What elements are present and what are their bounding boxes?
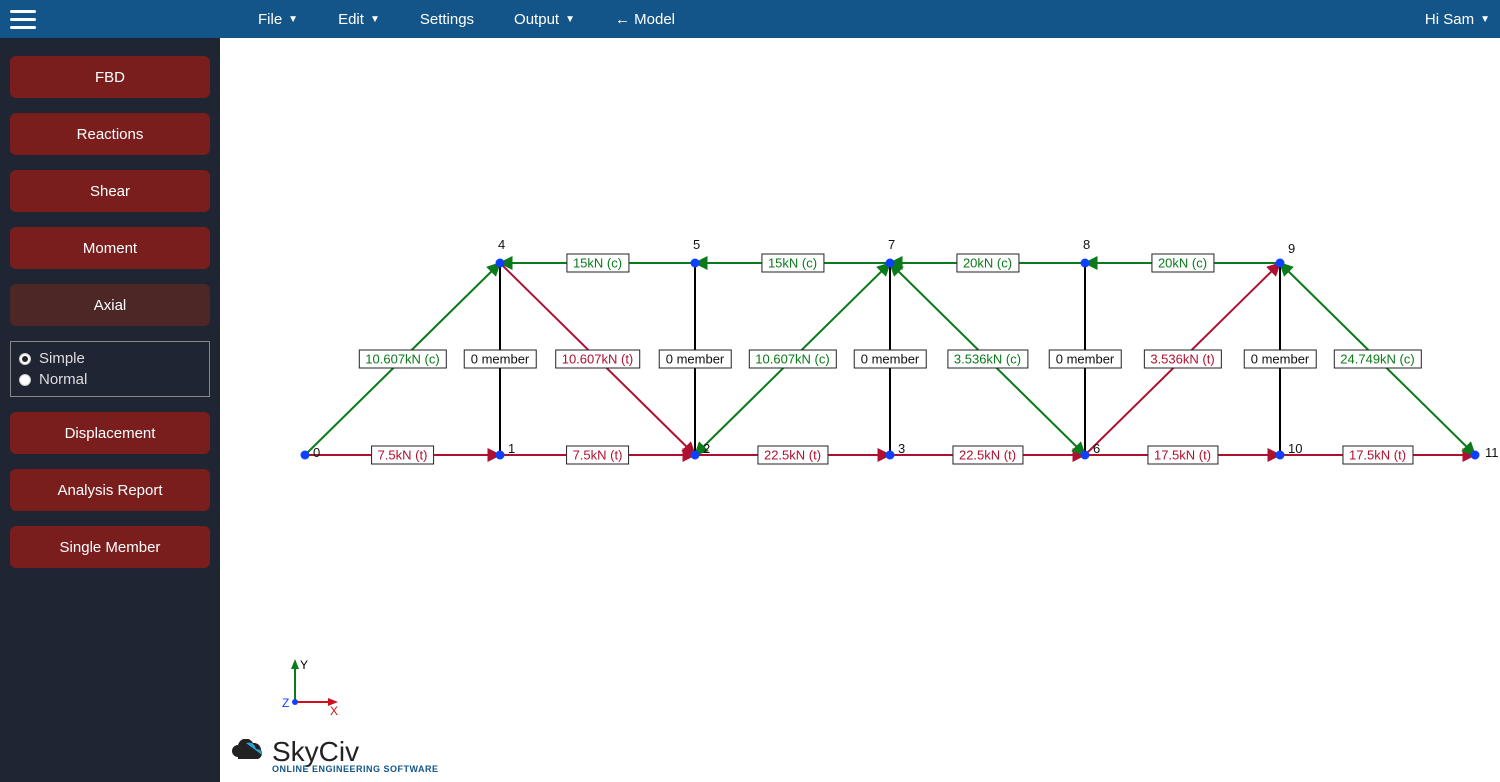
- member-force-label: 10.607kN (c): [358, 350, 446, 369]
- caret-down-icon: ▼: [1480, 14, 1490, 25]
- caret-down-icon: ▼: [565, 14, 575, 25]
- sidebar: FBD Reactions Shear Moment Axial Simple …: [0, 38, 220, 782]
- node-id-label: 9: [1288, 241, 1295, 256]
- node-id-label: 0: [313, 445, 320, 460]
- radio-on-icon: [19, 353, 31, 365]
- menu-model[interactable]: ← Model: [595, 0, 695, 38]
- node-id-label: 8: [1083, 237, 1090, 252]
- member-force-label: 0 member: [1244, 350, 1317, 369]
- node-id-label: 4: [498, 237, 505, 252]
- node-id-label: 11: [1485, 445, 1499, 460]
- hamburger-icon[interactable]: [10, 5, 38, 33]
- sidebar-axial-button[interactable]: Axial: [10, 284, 210, 326]
- sidebar-displacement-label: Displacement: [65, 425, 156, 442]
- menu-edit[interactable]: Edit ▼: [318, 0, 400, 38]
- menu-file-label: File: [258, 11, 282, 28]
- logo-tagline: ONLINE ENGINEERING SOFTWARE: [272, 764, 439, 774]
- sidebar-reactions-label: Reactions: [77, 126, 144, 143]
- sidebar-displacement-button[interactable]: Displacement: [10, 412, 210, 454]
- sidebar-fbd-label: FBD: [95, 69, 125, 86]
- member-force-label: 0 member: [854, 350, 927, 369]
- sidebar-moment-button[interactable]: Moment: [10, 227, 210, 269]
- member-force-label: 10.607kN (c): [748, 350, 836, 369]
- node-id-label: 2: [703, 441, 710, 456]
- radio-normal-label: Normal: [39, 371, 87, 388]
- menu-output[interactable]: Output ▼: [494, 0, 595, 38]
- topbar: File ▼ Edit ▼ Settings Output ▼ ← Model Hi …: [0, 0, 1500, 38]
- sidebar-single-member-button[interactable]: Single Member: [10, 526, 210, 568]
- member-force-label: 3.536kN (c): [947, 350, 1028, 369]
- user-menu[interactable]: Hi Sam ▼: [1425, 11, 1490, 28]
- sidebar-single-member-label: Single Member: [60, 539, 161, 556]
- node-id-label: 3: [898, 441, 905, 456]
- caret-down-icon: ▼: [288, 14, 298, 25]
- menu-output-label: Output: [514, 11, 559, 28]
- sidebar-moment-label: Moment: [83, 240, 137, 257]
- user-label: Hi Sam: [1425, 11, 1474, 28]
- node-id-label: 6: [1093, 441, 1100, 456]
- menu-model-label: ← Model: [615, 11, 675, 28]
- member-force-label: 22.5kN (t): [952, 446, 1023, 465]
- menu-file[interactable]: File ▼: [238, 0, 318, 38]
- member-force-label: 20kN (c): [1151, 254, 1214, 273]
- axial-mode-radio-group: Simple Normal: [10, 341, 210, 397]
- menu-edit-label: Edit: [338, 11, 364, 28]
- label-overlay: 7.5kN (t)7.5kN (t)22.5kN (t)22.5kN (t)17…: [220, 38, 1500, 782]
- axis-indicator: Y X Z: [280, 657, 340, 722]
- sidebar-shear-label: Shear: [90, 183, 130, 200]
- menu-settings-label: Settings: [420, 11, 474, 28]
- sidebar-analysis-report-label: Analysis Report: [57, 482, 162, 499]
- radio-simple[interactable]: Simple: [19, 348, 201, 369]
- member-force-label: 22.5kN (t): [757, 446, 828, 465]
- svg-text:Z: Z: [282, 696, 289, 710]
- member-force-label: 0 member: [464, 350, 537, 369]
- caret-down-icon: ▼: [370, 14, 380, 25]
- node-id-label: 10: [1288, 441, 1302, 456]
- radio-normal[interactable]: Normal: [19, 369, 201, 390]
- sidebar-analysis-report-button[interactable]: Analysis Report: [10, 469, 210, 511]
- radio-off-icon: [19, 374, 31, 386]
- node-id-label: 1: [508, 441, 515, 456]
- member-force-label: 0 member: [1049, 350, 1122, 369]
- node-id-label: 7: [888, 237, 895, 252]
- member-force-label: 15kN (c): [761, 254, 824, 273]
- sidebar-axial-label: Axial: [94, 297, 127, 314]
- logo: SkyCiv ONLINE ENGINEERING SOFTWARE: [232, 736, 439, 774]
- member-force-label: 17.5kN (t): [1342, 446, 1413, 465]
- member-force-label: 7.5kN (t): [371, 446, 435, 465]
- member-force-label: 24.749kN (c): [1333, 350, 1421, 369]
- member-force-label: 17.5kN (t): [1147, 446, 1218, 465]
- member-force-label: 20kN (c): [956, 254, 1019, 273]
- model-canvas[interactable]: 7.5kN (t)7.5kN (t)22.5kN (t)22.5kN (t)17…: [220, 38, 1500, 782]
- member-force-label: 15kN (c): [566, 254, 629, 273]
- member-force-label: 0 member: [659, 350, 732, 369]
- member-force-label: 7.5kN (t): [566, 446, 630, 465]
- member-force-label: 10.607kN (t): [555, 350, 641, 369]
- svg-text:X: X: [330, 704, 338, 717]
- main-menu: File ▼ Edit ▼ Settings Output ▼ ← Model: [238, 0, 695, 38]
- sidebar-reactions-button[interactable]: Reactions: [10, 113, 210, 155]
- radio-simple-label: Simple: [39, 350, 85, 367]
- menu-settings[interactable]: Settings: [400, 0, 494, 38]
- node-id-label: 5: [693, 237, 700, 252]
- member-force-label: 3.536kN (t): [1143, 350, 1221, 369]
- svg-text:Y: Y: [300, 658, 308, 672]
- sidebar-shear-button[interactable]: Shear: [10, 170, 210, 212]
- sidebar-fbd-button[interactable]: FBD: [10, 56, 210, 98]
- cloud-icon: [232, 739, 268, 765]
